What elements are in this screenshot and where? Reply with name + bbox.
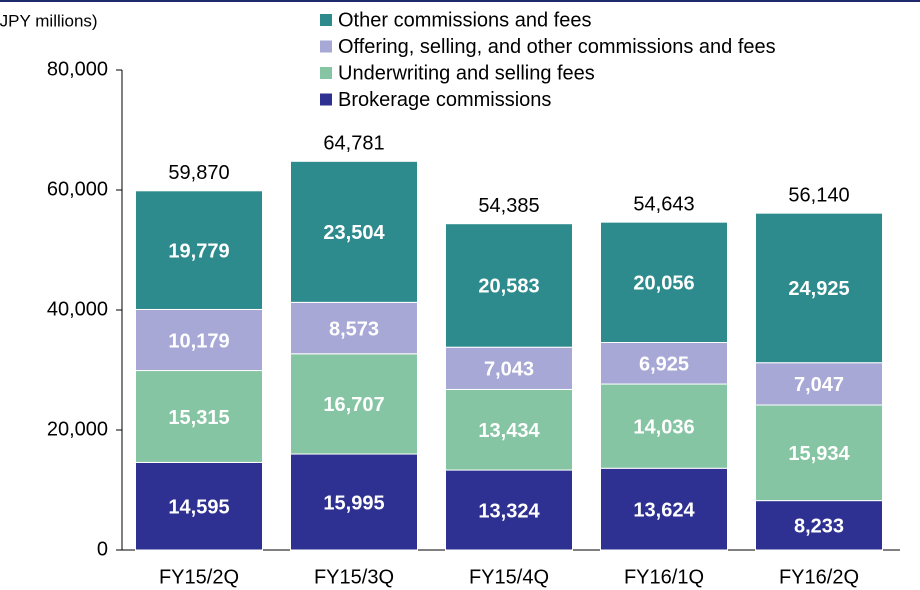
value-label: 15,934 [788,443,850,465]
value-label: 13,434 [478,420,540,442]
value-label: 15,315 [168,407,229,429]
value-label: 6,925 [639,354,689,376]
legend-label: Offering, selling, and other commissions… [338,36,776,58]
total-label: 59,870 [168,162,229,184]
x-tick-label: FY15/3Q [314,566,394,588]
value-label: 16,707 [323,394,384,416]
y-tick-label: 60,000 [47,178,108,200]
bar-segment [755,362,883,406]
bar-segment [445,223,573,348]
value-label: 20,583 [478,276,539,298]
bar-segment [135,461,263,551]
value-label: 15,995 [323,492,384,514]
y-tick-label: 40,000 [47,298,108,320]
value-label: 24,925 [788,278,849,300]
bar-segment [445,346,573,390]
legend-swatch [320,40,332,53]
x-tick-label: FY15/4Q [469,566,549,588]
legend-label: Other commissions and fees [338,9,591,31]
x-tick-label: FY15/2Q [159,566,239,588]
bar-segment [600,221,728,343]
bar-segment [445,388,573,471]
bar-segment [445,469,573,551]
value-label: 14,036 [633,416,694,438]
bar-segment [135,370,263,463]
legend-swatch [320,93,332,106]
y-tick-label: 0 [97,538,108,560]
value-label: 7,043 [484,359,534,381]
total-label: 54,643 [633,193,694,215]
value-label: 8,573 [329,318,379,340]
value-label: 13,624 [633,499,695,521]
bar-segment [135,308,263,372]
value-label: 8,233 [794,516,844,538]
y-tick-label: 80,000 [47,58,108,80]
y-axis-label: (JPY millions) [0,11,98,30]
bar-segment [290,353,418,455]
legend-label: Brokerage commissions [338,89,551,111]
bar-segment [290,453,418,551]
bar-segment [290,160,418,303]
bar-segment [755,212,883,364]
value-label: 20,056 [633,273,694,295]
value-label: 19,779 [168,240,229,262]
total-label: 56,140 [788,184,849,206]
bar-segment [600,467,728,551]
bar-segment [755,404,883,502]
total-label: 64,781 [323,133,384,155]
value-label: 7,047 [794,374,844,396]
legend-label: Underwriting and selling fees [338,62,595,84]
value-label: 10,179 [168,330,229,352]
y-tick-label: 20,000 [47,418,108,440]
value-label: 13,324 [478,500,540,522]
x-tick-label: FY16/2Q [779,566,859,588]
bar-segment [755,500,883,551]
legend-swatch [320,67,332,79]
total-label: 54,385 [478,195,539,217]
value-label: 14,595 [168,496,229,518]
x-tick-label: FY16/1Q [624,566,704,588]
legend-swatch [320,14,332,26]
bar-segment [135,190,263,310]
value-label: 23,504 [323,222,385,244]
